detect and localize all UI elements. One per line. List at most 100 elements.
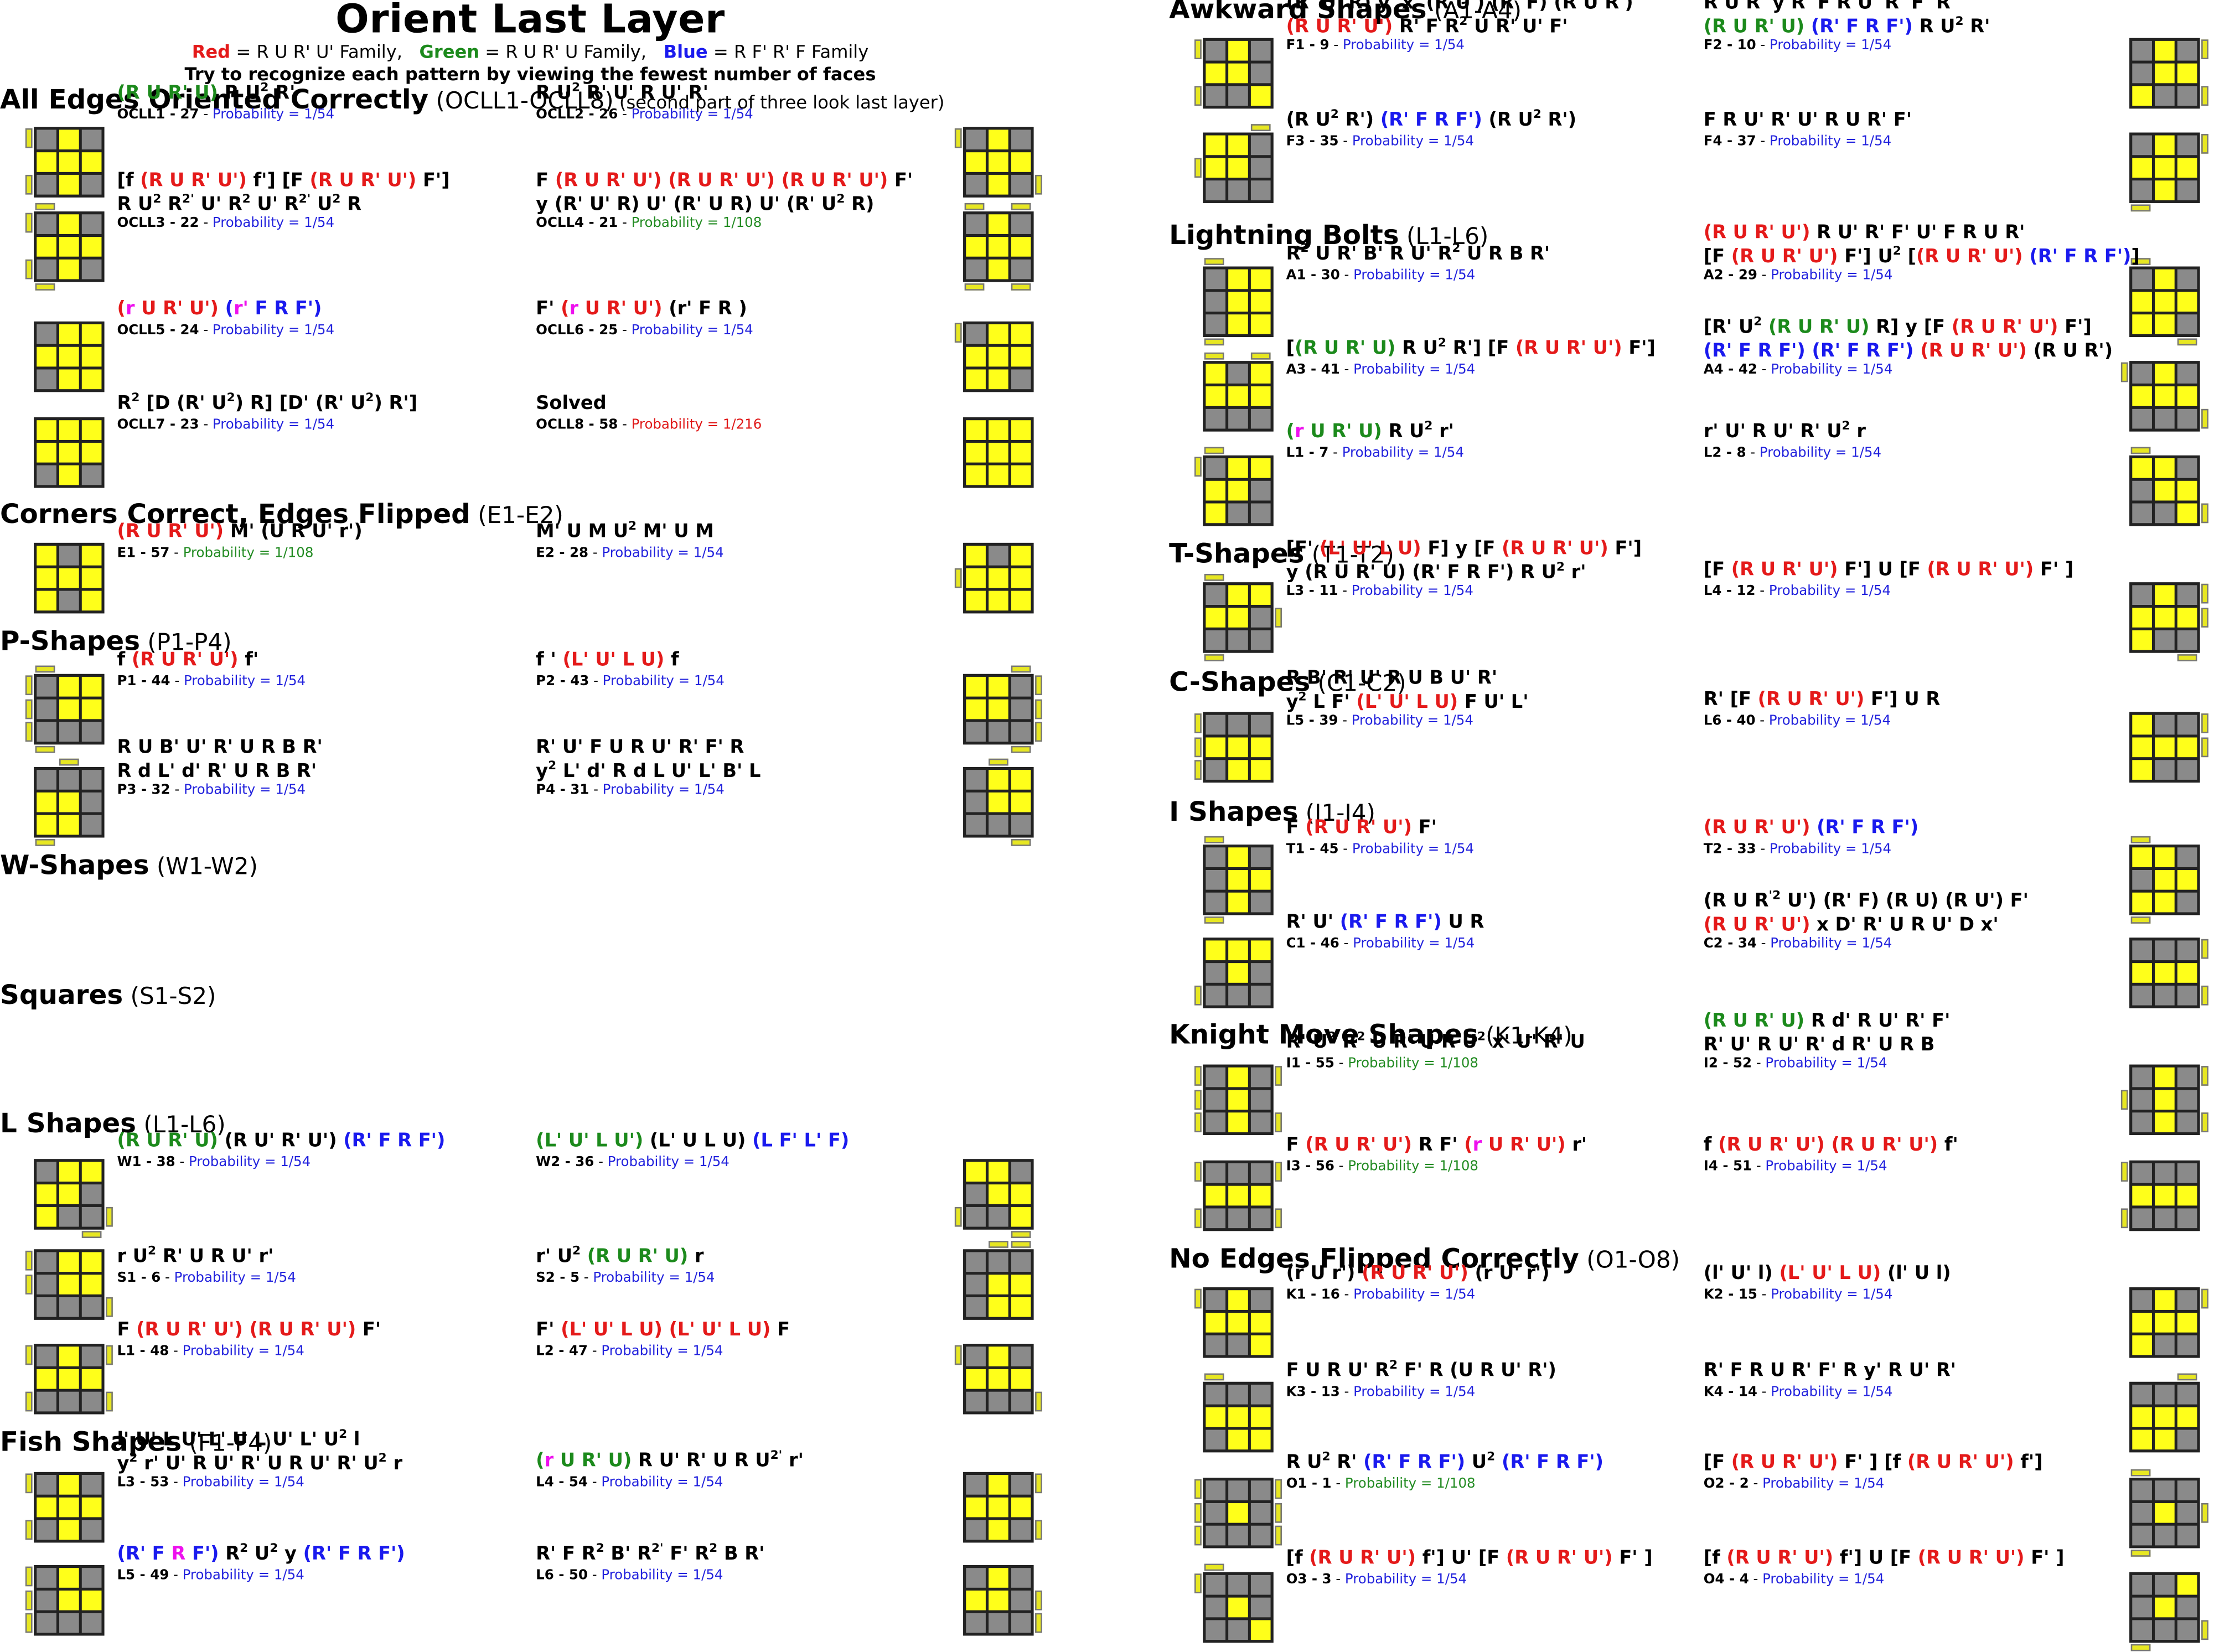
yellow-facelet bbox=[989, 1275, 1008, 1294]
yellow-facelet bbox=[1250, 1313, 1271, 1333]
yellow-facelet bbox=[1206, 503, 1226, 524]
gray-facelet bbox=[1250, 892, 1271, 913]
yellow-facelet bbox=[989, 214, 1008, 234]
page-title: Orient Last Layer bbox=[335, 0, 725, 43]
exponent: 2' bbox=[182, 191, 194, 206]
side-sticker bbox=[2201, 713, 2208, 733]
yellow-facelet bbox=[2155, 1112, 2175, 1132]
gray-facelet bbox=[1250, 1090, 1271, 1110]
gray-facelet bbox=[1250, 1290, 1271, 1310]
move-sequence: r bbox=[569, 298, 579, 320]
yellow-facelet bbox=[2155, 892, 2175, 913]
yellow-facelet bbox=[81, 346, 102, 367]
side-sticker bbox=[1194, 1208, 1202, 1229]
case-meta: L2 - 47 - Probability = 1/54 bbox=[536, 1344, 723, 1359]
side-sticker bbox=[1194, 1066, 1202, 1086]
case-meta: L6 - 40 - Probability = 1/54 bbox=[1704, 713, 1891, 729]
yellow-facelet bbox=[2177, 737, 2197, 758]
move-sequence: R' bbox=[1330, 1451, 1364, 1473]
algorithm: R2 [D (R' U2) R] [D' (R' U2) R'] bbox=[117, 392, 417, 416]
algorithm-line: (r U R' U) R U2 r' bbox=[1286, 420, 1454, 444]
gray-facelet bbox=[966, 722, 986, 742]
move-sequence: R U bbox=[1395, 338, 1438, 359]
exponent: 2 bbox=[1556, 560, 1565, 574]
gray-facelet bbox=[966, 1297, 986, 1317]
move-sequence bbox=[1810, 817, 1817, 838]
move-sequence: R U B' U' R' U R B R' bbox=[117, 737, 323, 759]
move-sequence: f' bbox=[1938, 1134, 1958, 1156]
yellow-facelet bbox=[2155, 386, 2175, 406]
case-id: L6 - 50 bbox=[536, 1568, 588, 1584]
move-sequence: F'] bbox=[416, 170, 450, 192]
algorithm-line: F (R U R' U') (R U R' U') (R U R' U') F' bbox=[536, 170, 913, 194]
algorithm-line: Solved bbox=[536, 393, 607, 416]
oll-diagram bbox=[1194, 447, 1282, 535]
side-sticker bbox=[1194, 157, 1202, 177]
section-title: Awkward Shapes (A1-A4) bbox=[1169, 0, 1522, 25]
case-id: O3 - 3 bbox=[1286, 1572, 1332, 1588]
separator: - bbox=[1329, 38, 1343, 54]
side-sticker bbox=[1194, 39, 1202, 60]
algorithm-line: M' U M U2 M' U M bbox=[536, 520, 713, 544]
separator: - bbox=[1757, 1287, 1771, 1303]
gray-facelet bbox=[2132, 1480, 2152, 1500]
side-sticker bbox=[106, 1297, 113, 1318]
oll-diagram bbox=[1194, 1056, 1282, 1143]
side-sticker bbox=[2201, 504, 2208, 524]
move-sequence: L' d' R d L U' L' B' L bbox=[556, 760, 761, 782]
case-id: S2 - 5 bbox=[536, 1270, 580, 1286]
side-sticker bbox=[25, 260, 33, 279]
case-meta: L3 - 53 - Probability = 1/54 bbox=[117, 1475, 304, 1490]
gray-facelet bbox=[37, 1568, 56, 1588]
case-id: F1 - 9 bbox=[1286, 38, 1330, 54]
side-sticker bbox=[1251, 124, 1271, 131]
gray-facelet bbox=[966, 130, 986, 150]
case-probability: Probability = 1/54 bbox=[607, 1154, 730, 1171]
gray-facelet bbox=[1011, 369, 1031, 390]
gray-facelet bbox=[59, 1297, 79, 1317]
gray-facelet bbox=[1250, 1503, 1271, 1523]
top-face-grid bbox=[34, 767, 105, 838]
algorithm-line: (R' U' R) y' x' (R U') (R' F) (R U R') bbox=[1286, 0, 1633, 16]
case-id: S1 - 6 bbox=[117, 1270, 161, 1286]
move-sequence: (L F' L' F) bbox=[752, 1130, 850, 1152]
gray-facelet bbox=[989, 545, 1008, 566]
side-sticker bbox=[1035, 698, 1042, 719]
move-sequence: (R U R' U') bbox=[1731, 1451, 1838, 1473]
side-sticker bbox=[1251, 352, 1271, 360]
yellow-facelet bbox=[2177, 158, 2197, 178]
move-sequence: R' U' R U' R' bbox=[580, 82, 708, 104]
oll-diagram bbox=[25, 1151, 113, 1238]
move-sequence: r bbox=[386, 1453, 403, 1474]
yellow-facelet bbox=[2155, 135, 2175, 156]
algorithm-line: (R U R' U) (R' F R F') R U2 R' bbox=[1704, 15, 1990, 39]
move-sequence: r' U' R U' R' U R U' R' U bbox=[137, 1453, 379, 1474]
move-sequence: (R U R' U') (R U R' U') bbox=[1718, 1134, 1938, 1156]
move-sequence: R bbox=[161, 194, 183, 215]
gray-facelet bbox=[2132, 135, 2152, 156]
gray-facelet bbox=[37, 214, 56, 234]
oll-diagram bbox=[1194, 1279, 1282, 1366]
gray-facelet bbox=[81, 465, 102, 485]
side-sticker bbox=[954, 128, 962, 148]
move-sequence: F' ] [f bbox=[1838, 1451, 1907, 1473]
case-meta: OCLL2 - 26 - Probability = 1/54 bbox=[536, 107, 753, 123]
yellow-facelet bbox=[1228, 63, 1248, 84]
case-probability: Probability = 1/54 bbox=[174, 1270, 296, 1286]
side-sticker bbox=[2201, 583, 2208, 604]
move-sequence: U' R bbox=[194, 194, 242, 215]
move-sequence: (R U R' U') bbox=[1951, 317, 2058, 339]
gray-facelet bbox=[1011, 259, 1031, 279]
case-id: OCLL6 - 25 bbox=[536, 323, 618, 339]
side-sticker bbox=[1275, 1502, 1282, 1522]
move-sequence: f bbox=[117, 649, 132, 671]
gray-facelet bbox=[2155, 1335, 2175, 1355]
side-sticker bbox=[35, 745, 55, 753]
gray-facelet bbox=[37, 174, 56, 195]
section-title: Knight Move Shapes (K1-K4) bbox=[1169, 1019, 1572, 1050]
case-id: A1 - 30 bbox=[1286, 268, 1340, 284]
top-face-grid bbox=[963, 1565, 1034, 1636]
move-sequence: r' bbox=[233, 298, 249, 320]
move-sequence: R U bbox=[1286, 1451, 1322, 1473]
side-sticker bbox=[1035, 1520, 1042, 1540]
